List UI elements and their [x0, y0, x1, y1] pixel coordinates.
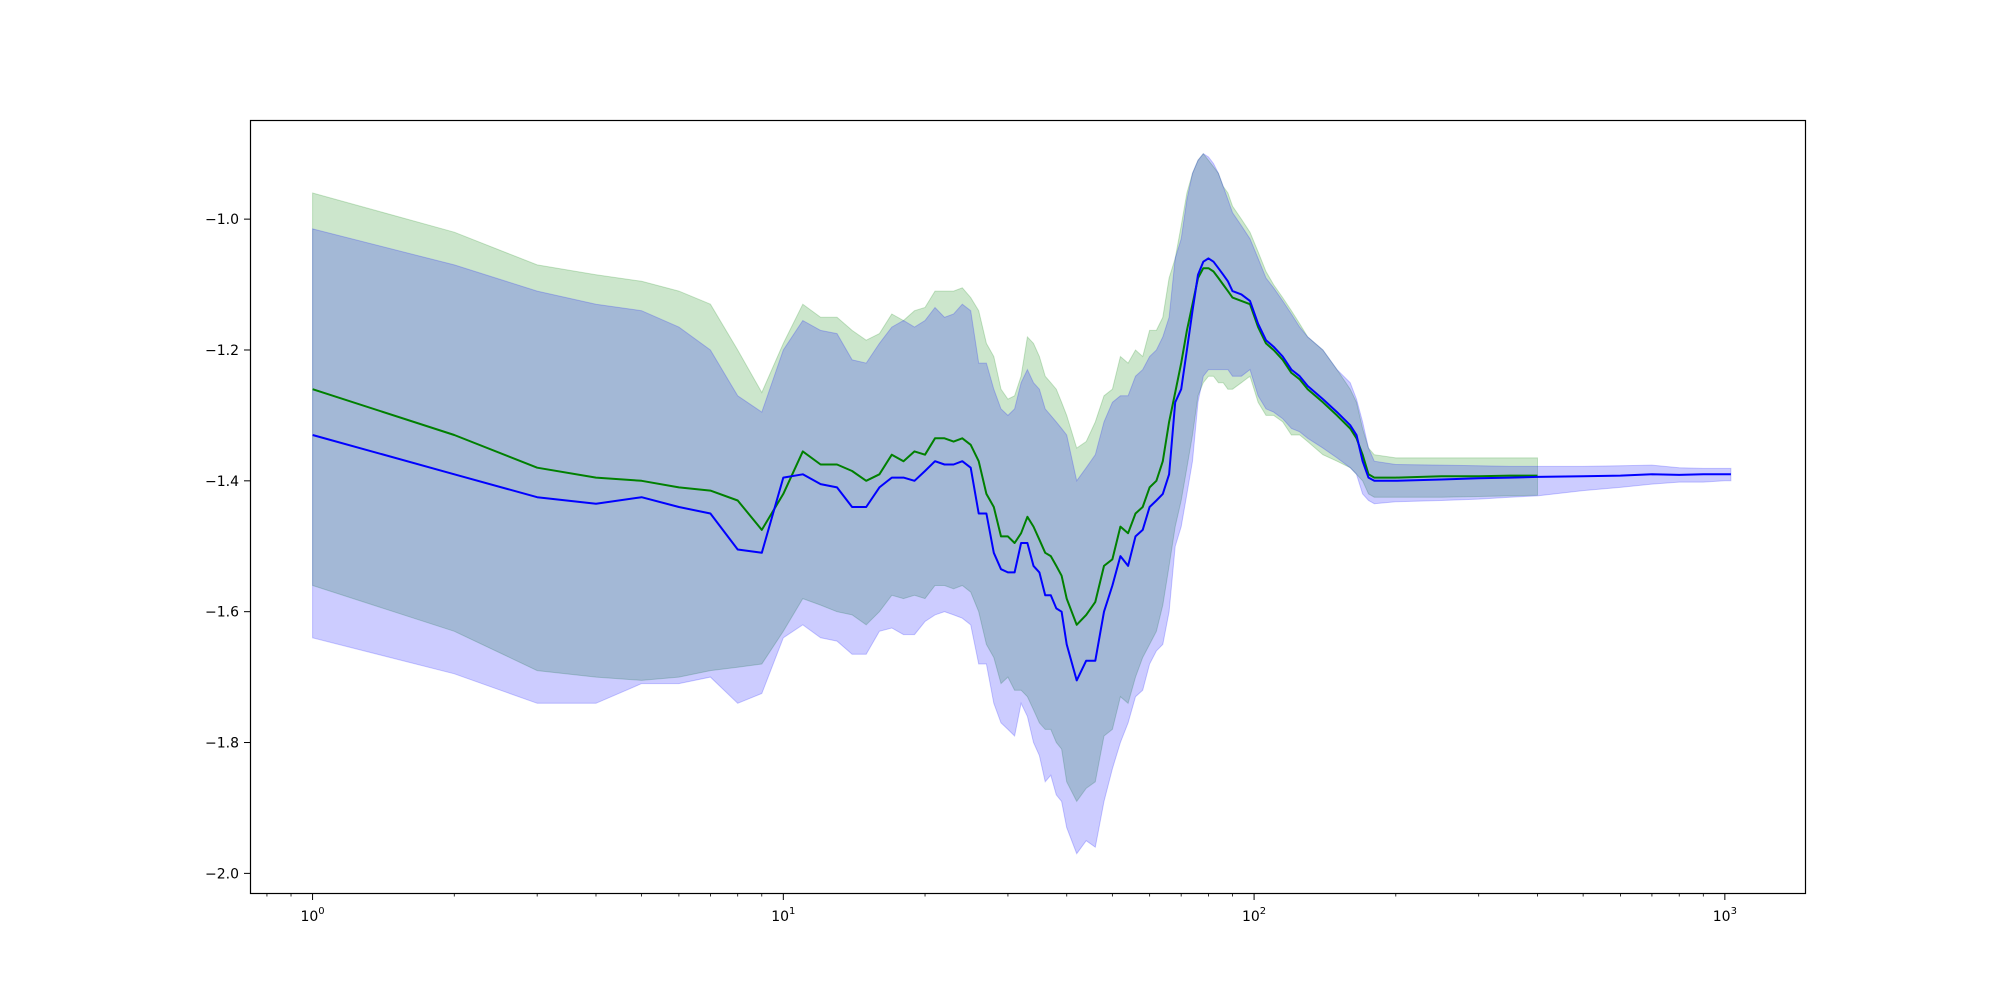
x-axis: 100 101 102 103	[266, 893, 1737, 925]
y-tick-label: −1.4	[205, 474, 239, 490]
band-series-2	[312, 153, 1732, 855]
series-lines	[312, 257, 1731, 682]
y-tick-label: −1.8	[205, 736, 239, 752]
x-tick-label: 102	[1242, 906, 1266, 925]
confidence-bands	[312, 152, 1732, 855]
y-tick-label: −1.0	[205, 212, 239, 228]
y-tick-label: −2.0	[205, 866, 239, 882]
x-tick-label: 103	[1713, 906, 1737, 925]
x-tick-label: 100	[300, 906, 324, 925]
y-tick-label: −1.2	[205, 343, 239, 359]
plot-frame	[249, 119, 1807, 895]
line-series-2	[312, 257, 1731, 682]
x-tick-label: 101	[771, 906, 795, 925]
band-series-1	[312, 152, 1538, 803]
y-axis: −1.0 −1.2 −1.4 −1.6 −1.8 −2.0	[205, 212, 251, 882]
line-series-1	[312, 267, 1538, 626]
y-tick-label: −1.6	[205, 605, 239, 621]
